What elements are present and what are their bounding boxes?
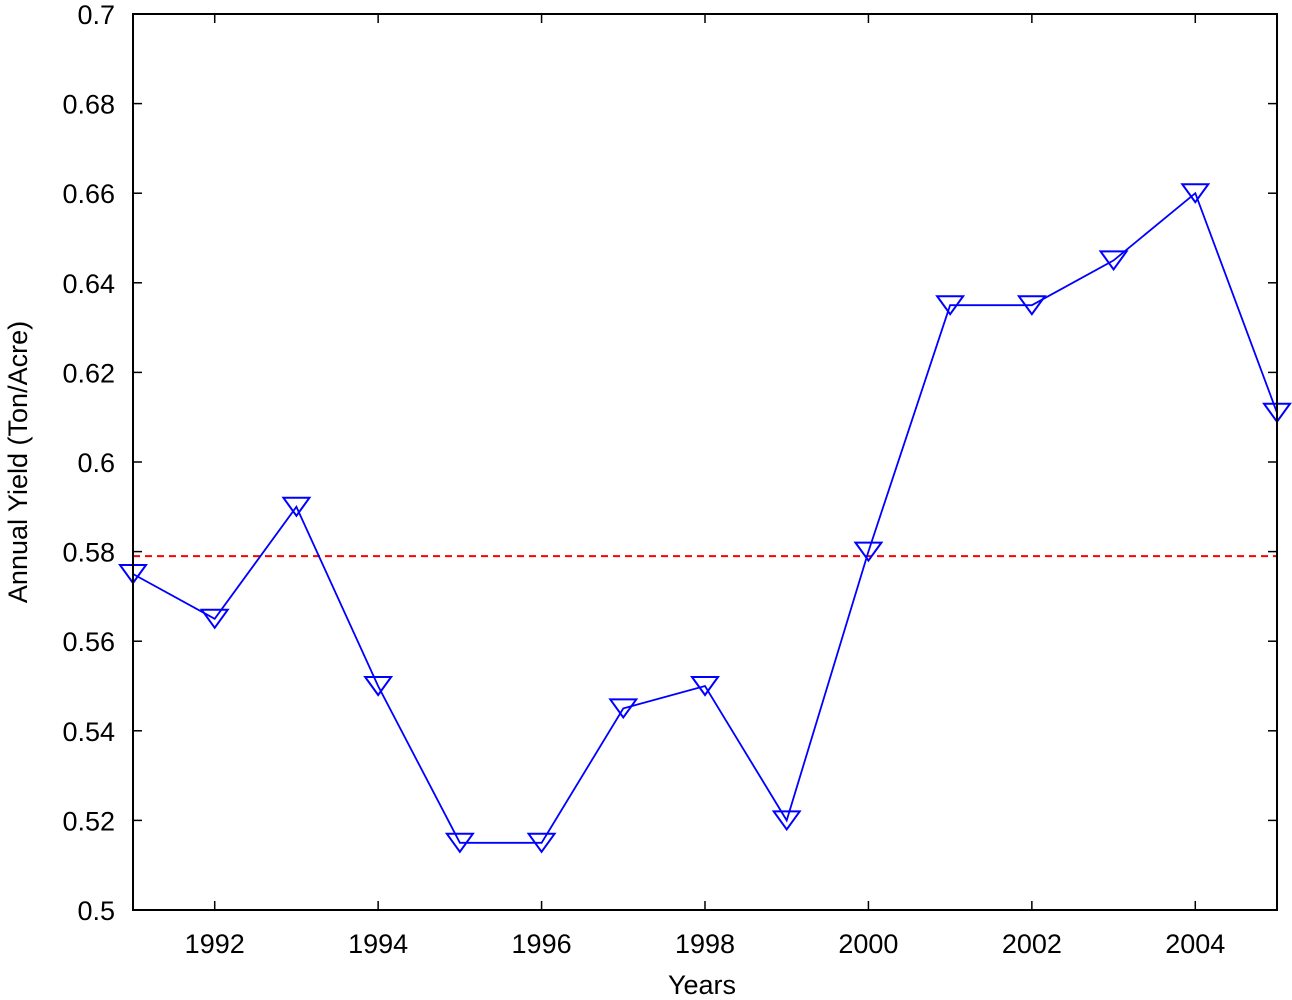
- data-point-marker: [363, 676, 394, 697]
- tick-labels: 1992 1994 1996 1998 2000 2002 2004 0.5 0.52 0.54 0…: [62, 0, 1225, 959]
- x-tick-label: 1992: [185, 929, 245, 959]
- y-tick-label: 0.5: [77, 896, 115, 926]
- data-point-marker: [608, 698, 639, 720]
- data-point-marker: [935, 295, 966, 316]
- x-tick-label: 2004: [1165, 929, 1225, 959]
- y-tick-label: 0.68: [62, 90, 115, 120]
- x-tick-label: 2002: [1002, 929, 1062, 959]
- x-tick-label: 1996: [512, 929, 572, 959]
- y-tick-label: 0.52: [62, 806, 115, 836]
- series-line: [132, 191, 1278, 844]
- data-point-marker: [853, 541, 884, 563]
- data-point-marker: [281, 496, 312, 518]
- y-tick-label: 0.54: [62, 717, 115, 747]
- y-tick-label: 0.64: [62, 269, 115, 299]
- y-tick-label: 0.62: [62, 358, 115, 388]
- data-point-marker: [1098, 250, 1129, 272]
- x-axis-title: Years: [668, 970, 736, 1000]
- plot-frame: [132, 13, 1278, 911]
- data-point-marker: [444, 832, 475, 854]
- y-tick-label: 0.56: [62, 627, 115, 657]
- y-tick-label: 0.58: [62, 538, 115, 568]
- data-point-marker: [690, 676, 720, 697]
- data-point-marker: [1180, 183, 1211, 204]
- y-tick-label: 0.66: [62, 179, 115, 209]
- x-tick-label: 2000: [838, 929, 898, 959]
- y-axis-title: Annual Yield (Ton/Acre): [3, 321, 33, 603]
- data-point-marker: [526, 832, 557, 854]
- x-tick-label: 1998: [675, 929, 735, 959]
- axis-ticks: [133, 13, 1277, 911]
- x-tick-label: 1994: [348, 929, 408, 959]
- data-point-marker: [771, 810, 802, 832]
- series-layer: [118, 183, 1292, 854]
- y-tick-label: 0.7: [77, 0, 115, 30]
- data-point-marker: [1016, 295, 1047, 316]
- data-point-marker: [199, 608, 230, 630]
- plot-area: [133, 14, 1277, 910]
- y-tick-label: 0.6: [77, 448, 115, 478]
